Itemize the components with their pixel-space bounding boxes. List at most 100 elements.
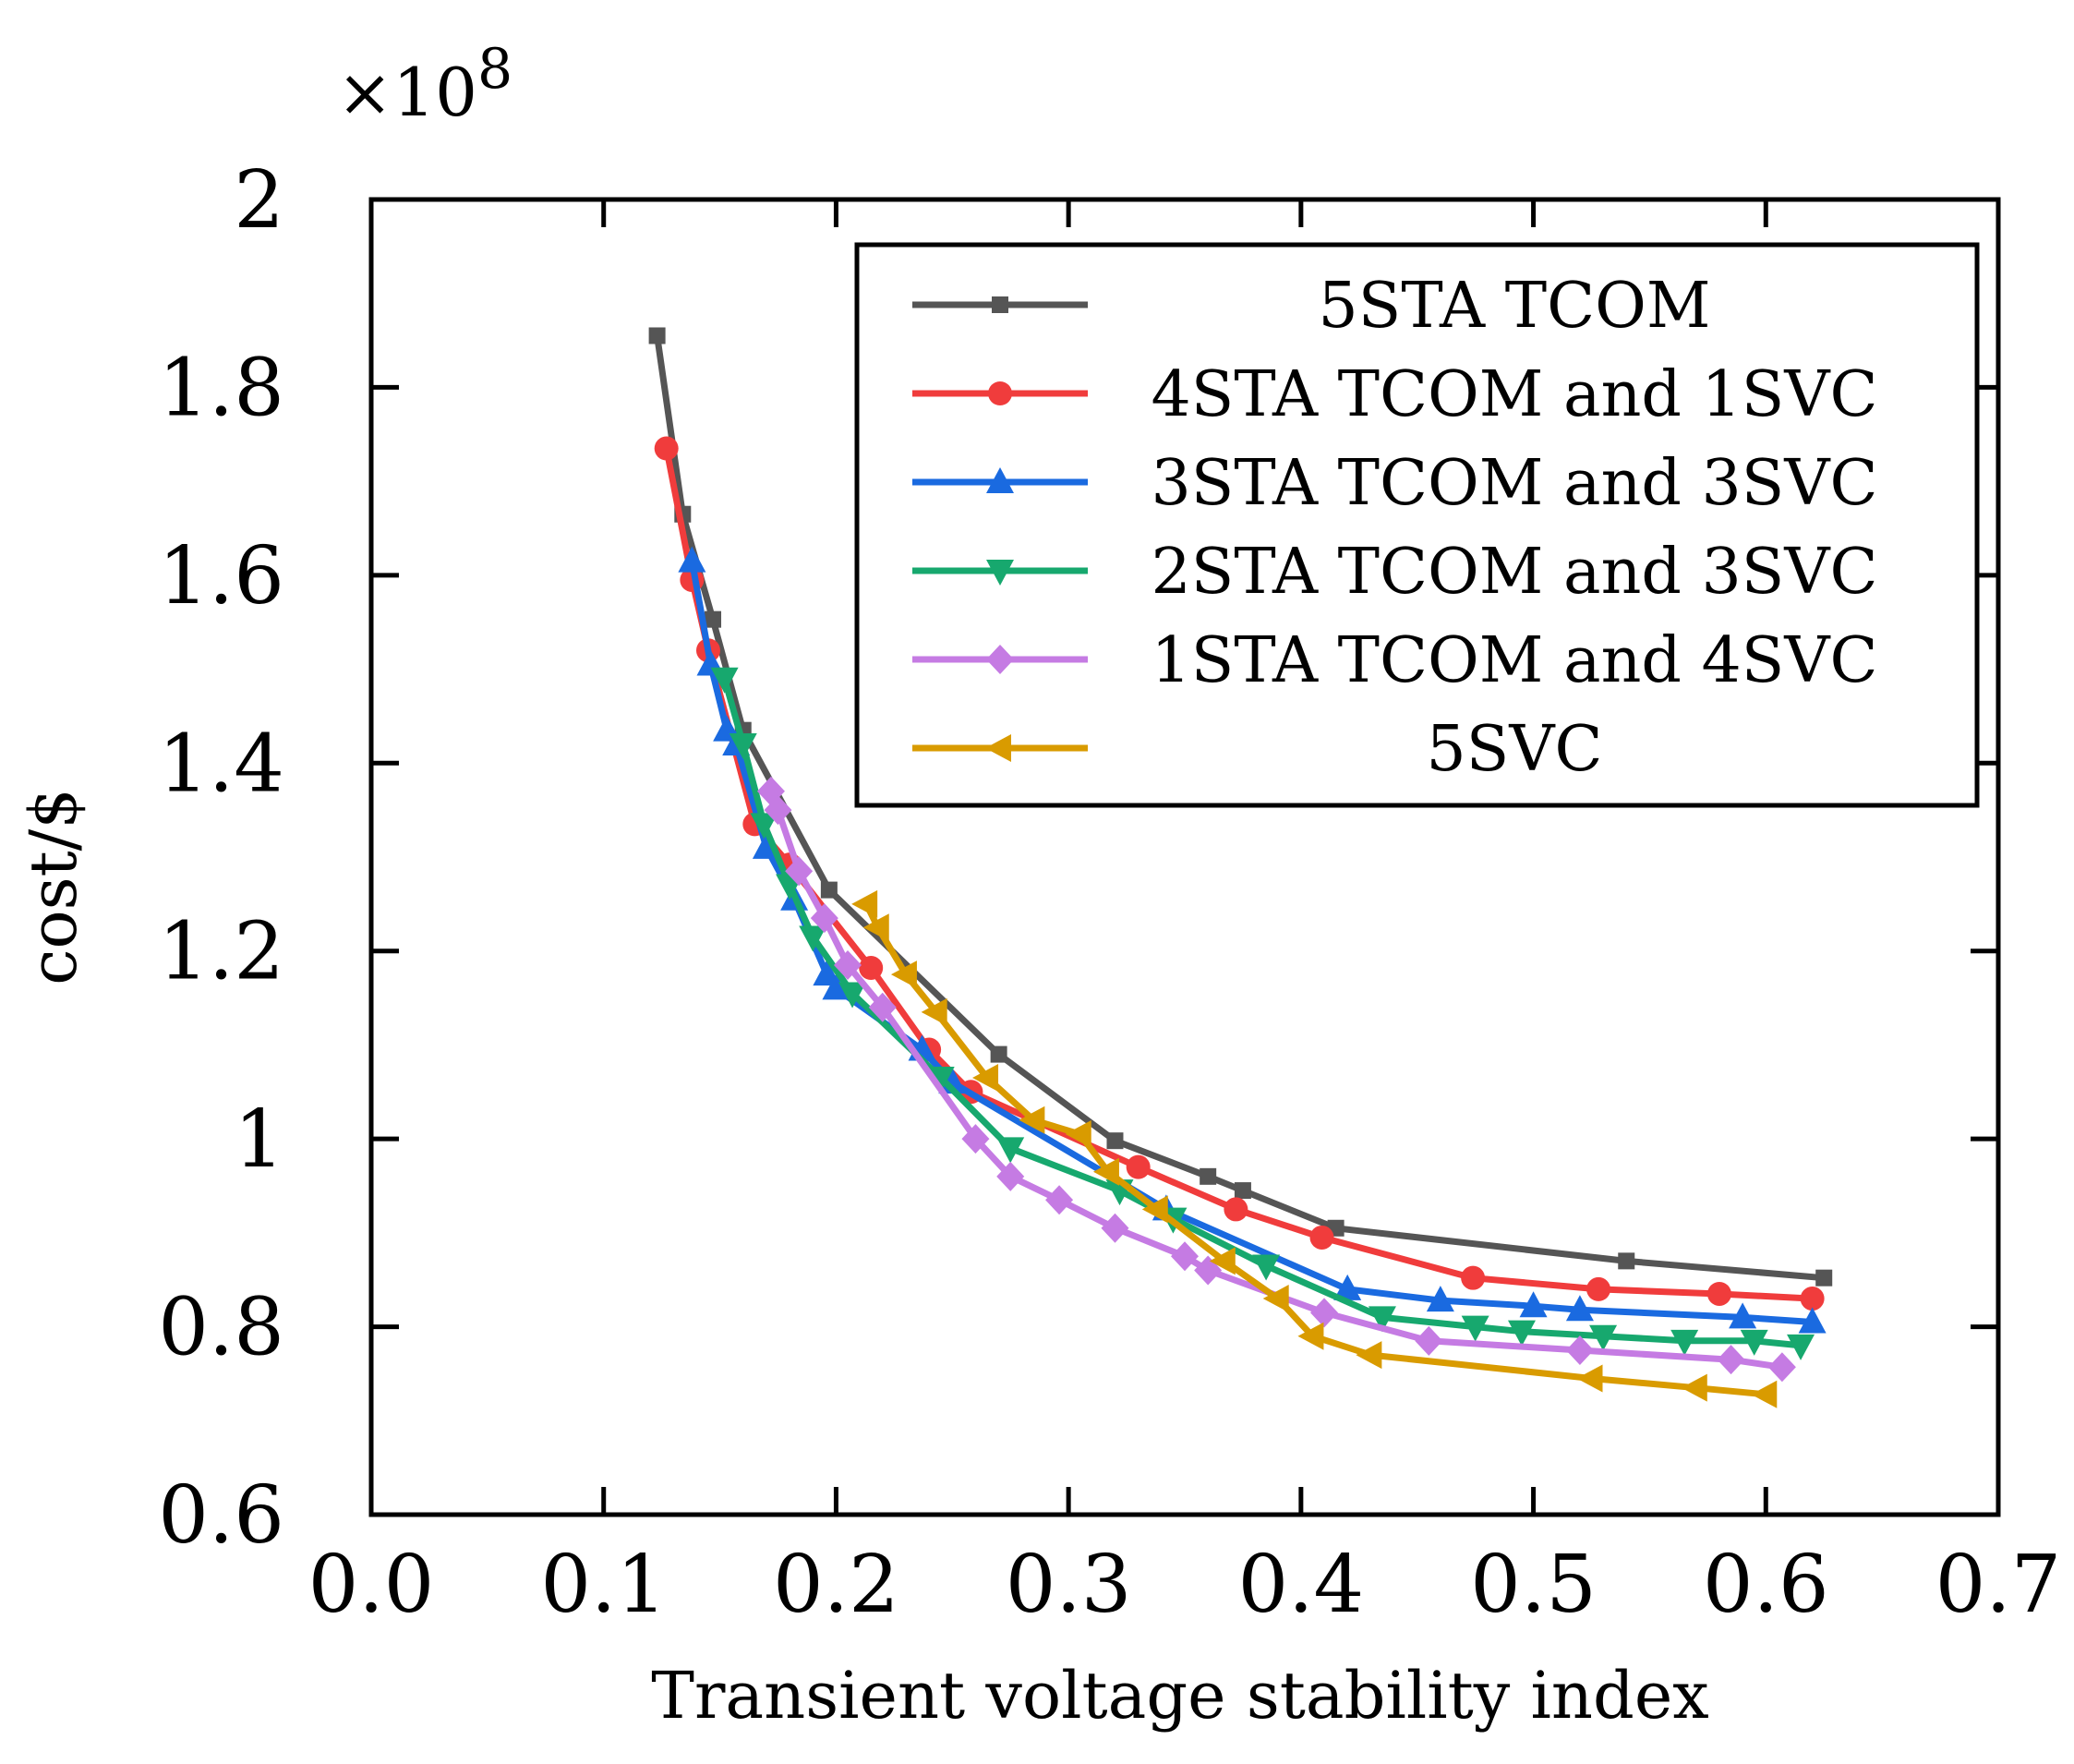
data-point [990,1045,1007,1063]
x-tick-label: 0.0 [308,1539,435,1631]
y-tick-label: 2 [234,154,284,247]
data-point [1589,1324,1618,1351]
data-point [1252,1254,1281,1281]
x-axis-title: Transient voltage stability index [651,1658,1708,1734]
data-point [890,961,917,989]
data-point [1356,1341,1382,1370]
data-point [1310,1298,1339,1328]
legend-label: 4STA TCOM and 1SVC [1151,358,1877,431]
data-point [1126,1154,1151,1179]
y-tick-label: 0.8 [158,1282,284,1374]
data-point [820,881,838,899]
data-point [1171,1241,1199,1272]
data-point [1019,1106,1045,1134]
data-point [1092,1157,1119,1186]
data-point [1309,1225,1334,1250]
legend-entry: 5SVC [912,713,1602,786]
legend-label: 1STA TCOM and 4SVC [1151,624,1877,697]
legend-swatch-marker [986,645,1014,674]
x-tick-label: 0.1 [540,1539,667,1631]
x-tick-label: 0.7 [1935,1539,2062,1631]
data-point [961,1124,990,1154]
data-point [654,436,679,461]
data-point [926,1067,955,1093]
legend-label: 3STA TCOM and 3SVC [1151,447,1877,520]
data-point [1576,1364,1603,1393]
data-point [921,997,947,1026]
data-point [1706,1281,1731,1306]
data-point [1426,1286,1454,1312]
data-point [1717,1345,1745,1375]
data-point [1751,1380,1778,1408]
legend-entry: 1STA TCOM and 4SVC [912,624,1878,697]
data-point [1101,1213,1129,1243]
data-point [1681,1373,1707,1402]
data-point [868,992,897,1022]
plot-area [648,327,1833,1408]
legend-entry: 3STA TCOM and 3SVC [912,447,1878,520]
data-point [1461,1315,1489,1342]
y-tick-label: 0.6 [158,1469,284,1562]
legend: 5STA TCOM 4STA TCOM and 1SVC 3STA TCOM and… [854,242,1980,808]
data-point [972,1064,999,1093]
series-4 [756,776,1796,1383]
legend-swatch-marker [985,734,1011,762]
data-point [1141,1195,1168,1224]
data-point [1200,1167,1217,1185]
legend-swatch-marker [986,467,1014,493]
data-point [1787,1334,1815,1360]
data-point [1234,1182,1251,1200]
data-point [1461,1265,1486,1290]
data-point [705,610,722,628]
data-point [1767,1352,1796,1383]
y-tick-label: 1.4 [158,718,284,810]
data-point [1065,1120,1091,1149]
data-point [785,856,814,887]
data-point [1618,1252,1635,1270]
data-point [1333,1274,1362,1300]
data-point [822,973,850,1000]
series-5 [851,889,1778,1408]
legend-swatch-marker [992,296,1008,313]
legend-label: 5SVC [1427,713,1603,786]
data-point [851,889,878,918]
data-point [859,956,884,981]
data-point [862,913,889,942]
ticks-layer: 0.0 0.1 0.2 0.3 0.4 0.5 0.6 0.7 0.6 0.8 1 1.2 1.4 1.6… [158,154,2061,1631]
legend-entry: 5STA TCOM [912,270,1710,343]
data-point [1106,1132,1124,1150]
data-point [1368,1306,1396,1333]
series-line [654,335,1825,1282]
y-tick-label: 1.2 [158,906,284,998]
data-point [1798,1307,1827,1334]
y-axis-title: cost/$ [16,788,91,985]
y-exponent-label: ×108 [337,37,512,131]
data-point [1209,1247,1236,1275]
data-point [1565,1295,1594,1322]
data-point [1224,1197,1248,1222]
series-line [767,790,1783,1371]
data-point [834,949,862,980]
data-point [1670,1329,1699,1356]
data-point [750,813,778,840]
legend-swatch-marker [988,381,1012,405]
data-point [810,903,838,934]
x-tick-label: 0.2 [773,1539,899,1631]
y-tick-label: 1.6 [158,530,284,622]
data-point [838,982,867,1009]
data-point [799,925,827,952]
legend-box [854,242,1980,808]
x-tick-label: 0.3 [1006,1539,1132,1631]
data-point [764,795,792,826]
data-point [996,1161,1025,1191]
data-point [1045,1185,1074,1215]
data-point [1262,1285,1289,1313]
data-point [1519,1291,1548,1318]
series-line [863,902,1767,1398]
y-tick-label: 1 [234,1093,284,1186]
data-point [1800,1287,1825,1311]
data-point [1729,1302,1757,1329]
data-point [996,1137,1025,1164]
data-point [1297,1322,1324,1350]
